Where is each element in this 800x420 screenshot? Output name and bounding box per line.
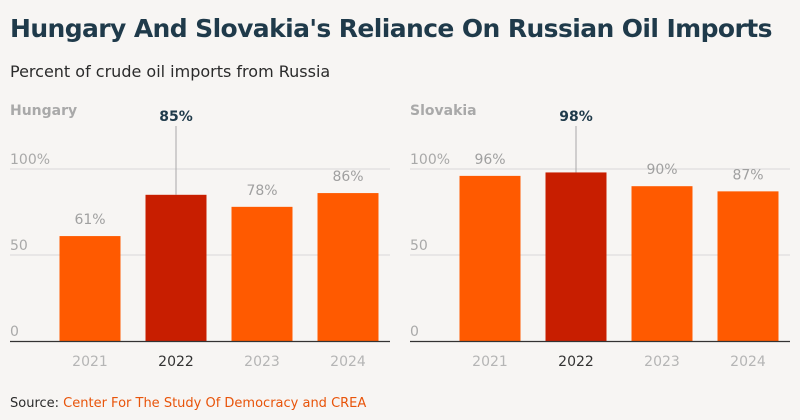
hungary-ytick-label: 0 xyxy=(10,324,19,340)
hungary-data-label-2022: 85% xyxy=(159,109,193,125)
source-note: Source: Center For The Study Of Democrac… xyxy=(10,396,366,411)
slovakia-bar-2022 xyxy=(545,172,607,341)
hungary-category-label-2022: 2022 xyxy=(158,354,194,370)
hungary-ytick-label: 50 xyxy=(10,238,28,254)
slovakia-bar-2021 xyxy=(459,175,521,341)
hungary-bar-2022 xyxy=(145,194,207,341)
hungary-category-label-2023: 2023 xyxy=(244,354,280,370)
slovakia-category-label-2024: 2024 xyxy=(730,354,766,370)
hungary-data-label-2023: 78% xyxy=(246,183,277,199)
slovakia-bar-2023 xyxy=(631,186,693,341)
slovakia-category-label-2021: 2021 xyxy=(472,354,508,370)
hungary-bar-2021 xyxy=(59,236,121,341)
hungary-category-label-2021: 2021 xyxy=(72,354,108,370)
chart-subtitle: Percent of crude oil imports from Russia xyxy=(10,62,331,81)
hungary-bar-2024 xyxy=(317,193,379,341)
slovakia-ytick-label: 100% xyxy=(410,152,450,168)
source-prefix: Source: xyxy=(10,396,60,411)
slovakia-bar-2024 xyxy=(717,191,779,341)
slovakia-ytick-label: 0 xyxy=(410,324,419,340)
slovakia-category-label-2023: 2023 xyxy=(644,354,680,370)
chart-title: Hungary And Slovakia's Reliance On Russi… xyxy=(10,14,772,43)
slovakia-panel-title: Slovakia xyxy=(410,103,477,119)
slovakia-category-label-2022: 2022 xyxy=(558,354,594,370)
hungary-data-label-2021: 61% xyxy=(74,212,105,228)
hungary-panel-title: Hungary xyxy=(10,103,77,119)
slovakia-data-label-2023: 90% xyxy=(646,162,677,178)
slovakia-data-label-2021: 96% xyxy=(474,152,505,168)
slovakia-data-label-2024: 87% xyxy=(732,167,763,183)
slovakia-data-label-2022: 98% xyxy=(559,109,593,125)
hungary-data-label-2024: 86% xyxy=(332,169,363,185)
hungary-bar-2023 xyxy=(231,206,293,341)
source-link[interactable]: Center For The Study Of Democracy and CR… xyxy=(63,396,367,411)
hungary-ytick-label: 100% xyxy=(10,152,50,168)
slovakia-ytick-label: 50 xyxy=(410,238,428,254)
hungary-category-label-2024: 2024 xyxy=(330,354,366,370)
